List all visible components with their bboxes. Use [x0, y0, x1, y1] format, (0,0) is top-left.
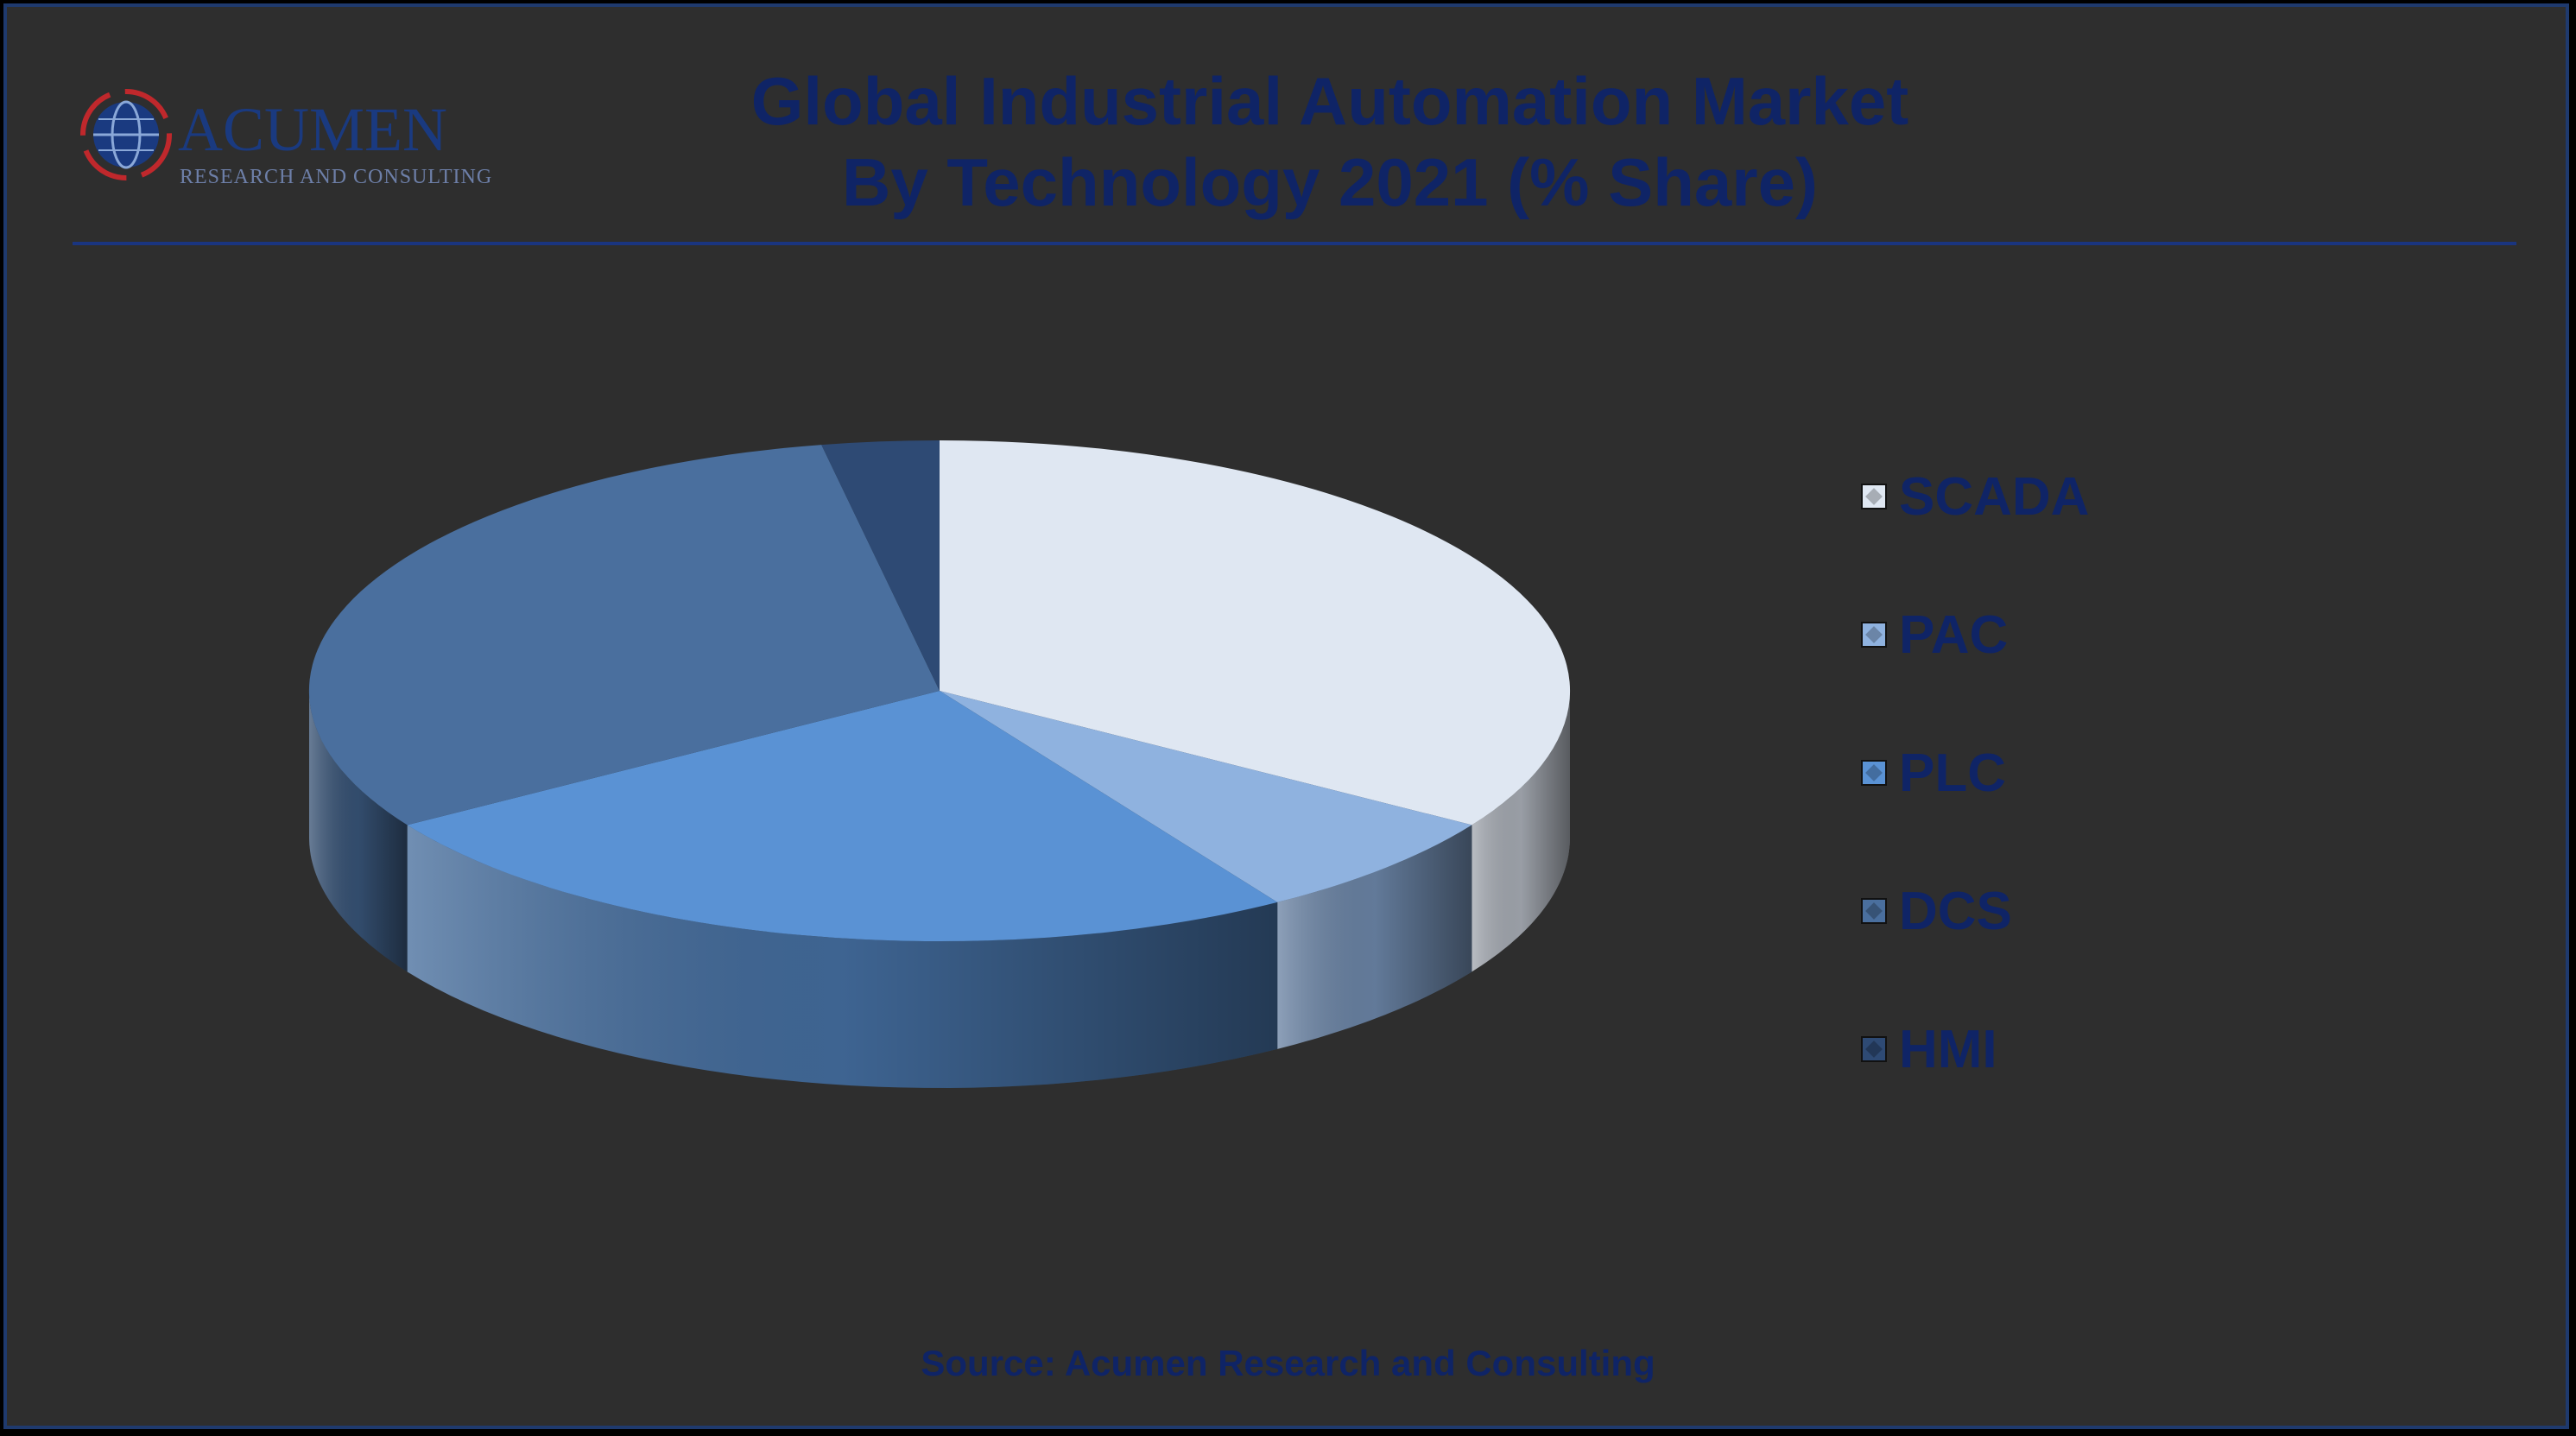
source-note: Source: Acumen Research and Consulting — [921, 1343, 1655, 1383]
legend-swatch-plc — [1861, 760, 1887, 786]
legend-swatch-pac — [1861, 622, 1887, 648]
legend-item-pac: PAC — [1861, 604, 2008, 665]
legend-label-scada: SCADA — [1899, 466, 2090, 527]
legend-item-hmi: HMI — [1861, 1019, 1997, 1079]
legend-swatch-hmi — [1861, 1036, 1887, 1062]
pie-side-shading — [309, 691, 408, 972]
legend-item-plc: PLC — [1861, 743, 2006, 803]
legend-item-scada: SCADA — [1861, 466, 2089, 527]
chart-title: Global Industrial Automation Market By T… — [553, 60, 2107, 223]
legend-label-pac: PAC — [1899, 604, 2009, 665]
legend-swatch-scada — [1861, 484, 1887, 509]
pie-slice-dcs — [308, 445, 940, 826]
legend-swatch-dcs — [1861, 898, 1887, 924]
pie-slice-plc — [407, 691, 1278, 942]
logo-tagline: RESEARCH AND CONSULTING — [180, 166, 492, 188]
title-divider — [73, 242, 2516, 245]
title-line-2: By Technology 2021 (% Share) — [842, 144, 1818, 220]
pie-side-shading — [1472, 691, 1570, 972]
pie-side-shading — [407, 825, 1278, 1088]
legend-item-dcs: DCS — [1861, 881, 2012, 941]
title-line-1: Global Industrial Automation Market — [750, 63, 1909, 139]
pie-slice-hmi — [821, 440, 940, 691]
legend-label-dcs: DCS — [1899, 881, 2012, 941]
pie-slice-scada — [940, 440, 1571, 826]
pie-slice-pac — [940, 691, 1472, 902]
logo-name: ACUMEN — [178, 95, 447, 164]
pie-side-shading — [1277, 825, 1472, 1049]
globe-icon — [80, 89, 172, 180]
acumen-logo: ACUMEN RESEARCH AND CONSULTING — [80, 89, 492, 188]
legend-label-plc: PLC — [1899, 743, 2006, 803]
legend-label-hmi: HMI — [1899, 1019, 1997, 1079]
